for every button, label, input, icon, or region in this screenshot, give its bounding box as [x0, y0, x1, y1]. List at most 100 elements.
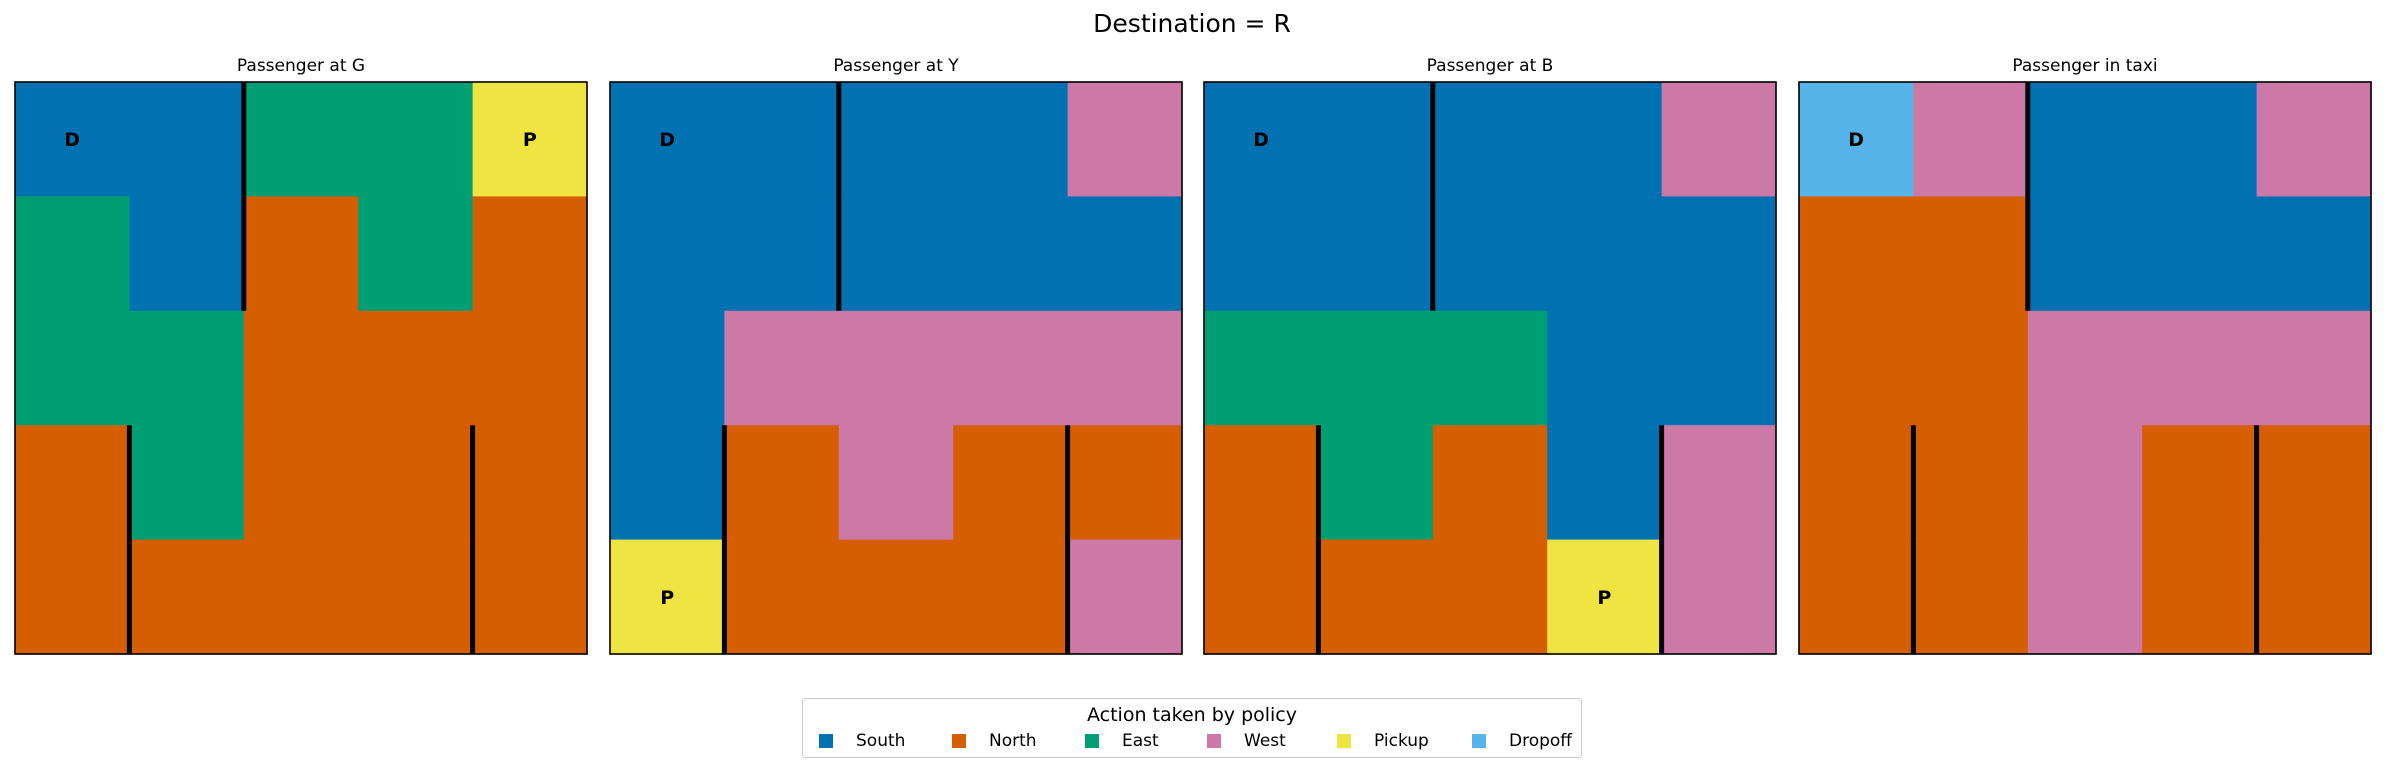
grid-cell [2027, 539, 2143, 655]
grid-cell [358, 82, 474, 197]
grid-cell [358, 425, 474, 541]
cell-marker: D [1848, 129, 1864, 151]
grid-cell [243, 196, 359, 312]
panel: Passenger at G D P [14, 56, 588, 655]
grid-cell [1799, 539, 1914, 655]
cell-marker: P [523, 129, 537, 151]
grid-cell [2256, 82, 2372, 197]
grid-cell [610, 539, 725, 655]
grid-cell [2142, 539, 2258, 655]
cell-marker: D [64, 129, 80, 151]
grid-cell [1067, 82, 1183, 197]
grid-cell [1067, 425, 1183, 541]
grid-cell [129, 196, 245, 312]
grid-cell [2027, 310, 2143, 426]
grid-cell [1661, 82, 1777, 197]
grid-cell [15, 82, 130, 197]
grid-cell [1318, 82, 1434, 197]
legend-item: South [819, 731, 952, 751]
grid-cell [1547, 539, 1663, 655]
grid-cell [1799, 310, 1914, 426]
grid-cell [2256, 196, 2372, 312]
grid-cell [1432, 539, 1548, 655]
grid-cell [2142, 310, 2258, 426]
grid-cell [472, 425, 588, 541]
grid-cell [1661, 310, 1777, 426]
panel: Passenger in taxi D [1798, 56, 2372, 655]
legend-title: Action taken by policy [1086, 704, 1297, 726]
grid-cell [838, 196, 954, 312]
legend-label: Pickup [1374, 731, 1429, 751]
grid-cell [1067, 196, 1183, 312]
figure-title: Destination = R [1093, 9, 1291, 38]
legend-item: North [952, 731, 1085, 751]
panel: Passenger at B D P [1203, 56, 1777, 655]
grid-cell [358, 539, 474, 655]
grid-cell [1547, 425, 1663, 541]
grid-cell [129, 82, 245, 197]
grid-cell [2142, 425, 2258, 541]
grid-cell [838, 425, 954, 541]
grid-cell [610, 425, 725, 541]
grid-cell [1204, 196, 1319, 312]
panel-frame [1798, 81, 2372, 655]
grid-cell [1318, 539, 1434, 655]
panel-title: Passenger in taxi [2012, 56, 2157, 76]
grid-cell [838, 310, 954, 426]
grid-cell [953, 310, 1069, 426]
grid-cell [472, 310, 588, 426]
grid-cell [1913, 196, 2029, 312]
grid-cell [15, 425, 130, 541]
grid-cell [129, 425, 245, 541]
grid-cell [1432, 82, 1548, 197]
grid-cell [838, 539, 954, 655]
panel-frame [1203, 81, 1777, 655]
grid-cell [1547, 196, 1663, 312]
legend-swatch [1207, 734, 1221, 748]
grid-cell [1204, 539, 1319, 655]
legend-label: Dropoff [1509, 731, 1573, 751]
panel-frame [609, 81, 1183, 655]
panel: Passenger at Y D P [609, 56, 1183, 655]
grid-cell [1432, 196, 1548, 312]
grid-cell [724, 196, 840, 312]
cell-marker: P [660, 587, 674, 609]
grid-cell [1661, 425, 1777, 541]
grid-cell [724, 310, 840, 426]
grid-cell [129, 539, 245, 655]
grid-cell [2027, 196, 2143, 312]
panel-title: Passenger at Y [833, 56, 959, 76]
grid-cell [15, 310, 130, 426]
grid-cell [15, 196, 130, 312]
legend-label: West [1244, 731, 1286, 751]
grid-cell [1913, 82, 2029, 197]
legend-swatch [819, 734, 833, 748]
grid-cell [243, 310, 359, 426]
legend-item: West [1207, 731, 1337, 751]
legend-item: Pickup [1337, 731, 1472, 751]
grid-cell [1913, 425, 2029, 541]
grid-cell [358, 310, 474, 426]
grid-cell [1067, 539, 1183, 655]
legend-label: East [1122, 731, 1159, 751]
legend: Action taken by policy South North East Wes… [802, 698, 1582, 758]
cell-marker: D [1253, 129, 1269, 151]
grid-cell [1913, 539, 2029, 655]
grid-cell [472, 539, 588, 655]
grid-cell [358, 196, 474, 312]
grid-cell [243, 82, 359, 197]
grid-cell [1661, 539, 1777, 655]
grid-cell [953, 539, 1069, 655]
grid-cell [1547, 310, 1663, 426]
panel-title: Passenger at G [237, 56, 365, 76]
grid-cell [2142, 82, 2258, 197]
grid-cell [1432, 310, 1548, 426]
grid-cell [1204, 82, 1319, 197]
legend-swatch [952, 734, 966, 748]
grid-cell [243, 539, 359, 655]
grid-cell [1661, 196, 1777, 312]
grid-cell [472, 82, 588, 197]
legend-item: East [1085, 731, 1207, 751]
legend-label: North [989, 731, 1037, 751]
